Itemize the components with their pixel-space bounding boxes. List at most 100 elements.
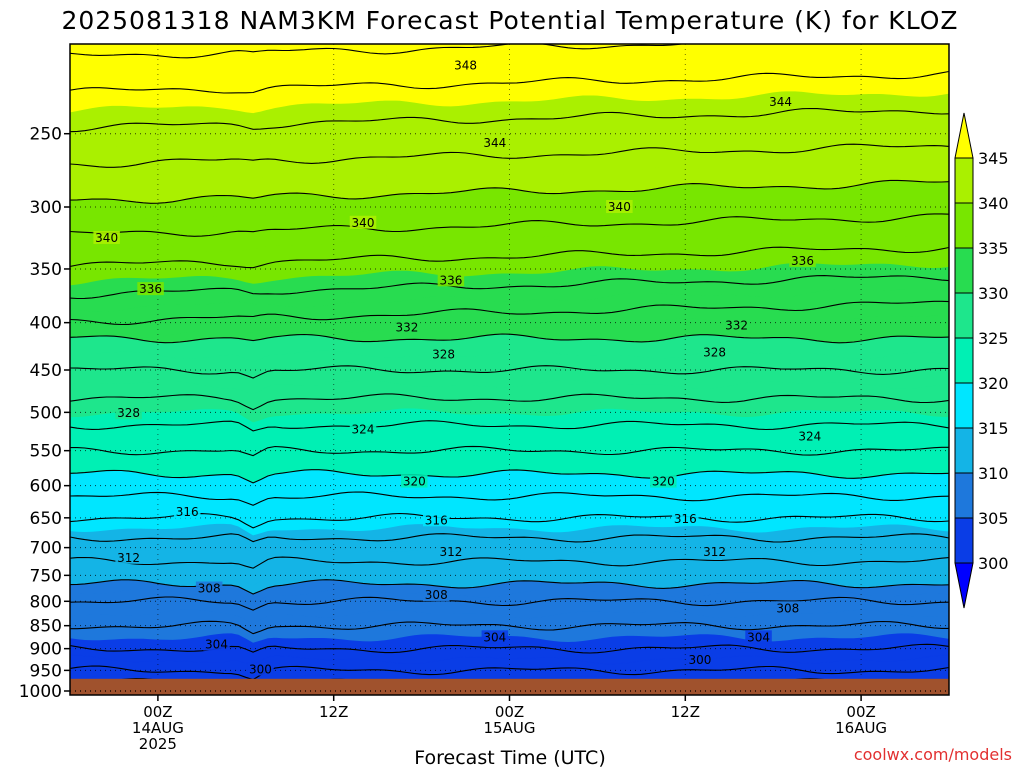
contour-label-background <box>789 253 816 267</box>
x-tick-label: 2025 <box>139 735 177 753</box>
contour-label: 308 <box>198 582 221 596</box>
y-tick-label: 550 <box>30 442 62 462</box>
x-axis-label: Forecast Time (UTC) <box>414 747 605 768</box>
contour-line <box>70 445 949 457</box>
contour-line <box>70 469 949 484</box>
contour-band <box>70 0 949 5</box>
contour-label: 300 <box>249 663 272 677</box>
x-tick-label: 12Z <box>319 703 348 721</box>
contour-line <box>70 300 949 326</box>
contour-label-background <box>745 630 772 644</box>
contour-label-background <box>701 345 728 359</box>
x-tick-label: 15AUG <box>484 719 536 737</box>
contour-label: 308 <box>776 601 799 615</box>
y-tick-label: 900 <box>30 640 62 660</box>
contour-line <box>70 275 949 300</box>
contour-label: 348 <box>454 59 477 73</box>
colorbar-swatch <box>954 292 974 339</box>
ground-below-surface <box>70 678 949 695</box>
contour-line <box>70 620 949 635</box>
contour-label: 328 <box>117 406 140 420</box>
x-tick-label: 00Z <box>846 703 875 721</box>
plot-area: 348 344 344 340 340 340 336 336 336 332 332 328 328 3… <box>70 0 949 695</box>
contour-label: 312 <box>439 545 462 559</box>
colorbar-swatch <box>954 247 974 294</box>
colorbar-swatch <box>954 337 974 384</box>
contour-label-background <box>767 94 794 108</box>
y-tick-label: 250 <box>30 125 62 145</box>
contour-label-background <box>606 199 633 213</box>
colorbar-label: 335 <box>978 239 1009 258</box>
gridlines <box>70 44 949 695</box>
contour-label-background <box>437 273 465 287</box>
colorbar: 300 305 310 315 320 325 330 335 340 345 <box>954 112 1009 609</box>
contour-label: 320 <box>652 475 675 489</box>
y-tick-label: 350 <box>30 260 62 280</box>
contour-label: 340 <box>608 200 631 214</box>
contour-line <box>70 533 949 543</box>
y-tick-label: 950 <box>30 661 62 681</box>
colorbar-swatch <box>954 157 974 204</box>
contour-label: 332 <box>395 321 418 335</box>
contour-label: 324 <box>798 430 821 444</box>
contour-line <box>70 665 949 681</box>
contour-line <box>70 491 949 506</box>
colorbar-label: 345 <box>978 149 1009 168</box>
contour-label-background <box>796 429 824 443</box>
contour-line <box>70 213 949 237</box>
contour-line <box>70 44 685 59</box>
contour-label-background <box>173 505 201 519</box>
contour-line <box>70 143 949 168</box>
contour-label: 304 <box>747 630 770 644</box>
contour-label: 344 <box>769 95 792 109</box>
contour-label-background <box>137 282 164 296</box>
colorbar-label: 300 <box>978 554 1009 573</box>
colorbar-label: 315 <box>978 419 1009 438</box>
y-tick-label: 700 <box>30 539 62 559</box>
contour-label: 324 <box>352 423 375 437</box>
contour-label: 304 <box>205 638 228 652</box>
colorbar-swatch <box>954 517 974 564</box>
contour-label: 328 <box>703 346 726 360</box>
x-tick-label: 16AUG <box>835 719 887 737</box>
contour-label-background <box>247 662 274 676</box>
contour-label: 336 <box>139 282 162 296</box>
contour-label-background <box>723 318 750 332</box>
contour-label: 304 <box>483 630 506 644</box>
contour-line <box>70 596 949 611</box>
contour-line <box>70 246 949 269</box>
contour-label-background <box>430 347 457 361</box>
colorbar-swatch <box>954 472 974 519</box>
y-axis-ticks: 250 300 350 400 450 500 550 600 650 700 750 800 850 9… <box>19 125 70 702</box>
contour-label-background <box>423 513 450 527</box>
colorbar-swatch <box>954 202 974 249</box>
contour-label-background <box>774 601 802 615</box>
contour-label: 312 <box>703 545 726 559</box>
contour-line <box>70 365 949 379</box>
y-tick-label: 800 <box>30 592 62 612</box>
contour-label-background <box>93 230 120 244</box>
colorbar-arrow-top <box>954 112 974 159</box>
colorbar-label: 310 <box>978 464 1009 483</box>
contour-label-background <box>203 637 230 651</box>
contour-label: 316 <box>674 512 697 526</box>
contour-label: 308 <box>425 588 448 602</box>
contour-label-background <box>701 545 728 559</box>
y-tick-label: 850 <box>30 617 62 637</box>
y-tick-label: 500 <box>30 403 62 423</box>
y-tick-label: 600 <box>30 477 62 497</box>
contour-label-background <box>481 630 509 644</box>
contour-label: 336 <box>439 273 462 287</box>
contour-label-background <box>437 545 465 559</box>
y-tick-label: 650 <box>30 509 62 529</box>
contour-label: 320 <box>403 475 426 489</box>
contour-label: 340 <box>95 231 118 245</box>
colorbar-label: 325 <box>978 329 1009 348</box>
colorbar-arrow-bottom <box>954 562 974 609</box>
contour-line <box>70 420 949 432</box>
y-tick-label: 400 <box>30 314 62 334</box>
colorbar-swatch <box>954 382 974 429</box>
contour-label-background <box>393 320 421 334</box>
contour-line <box>70 179 949 204</box>
